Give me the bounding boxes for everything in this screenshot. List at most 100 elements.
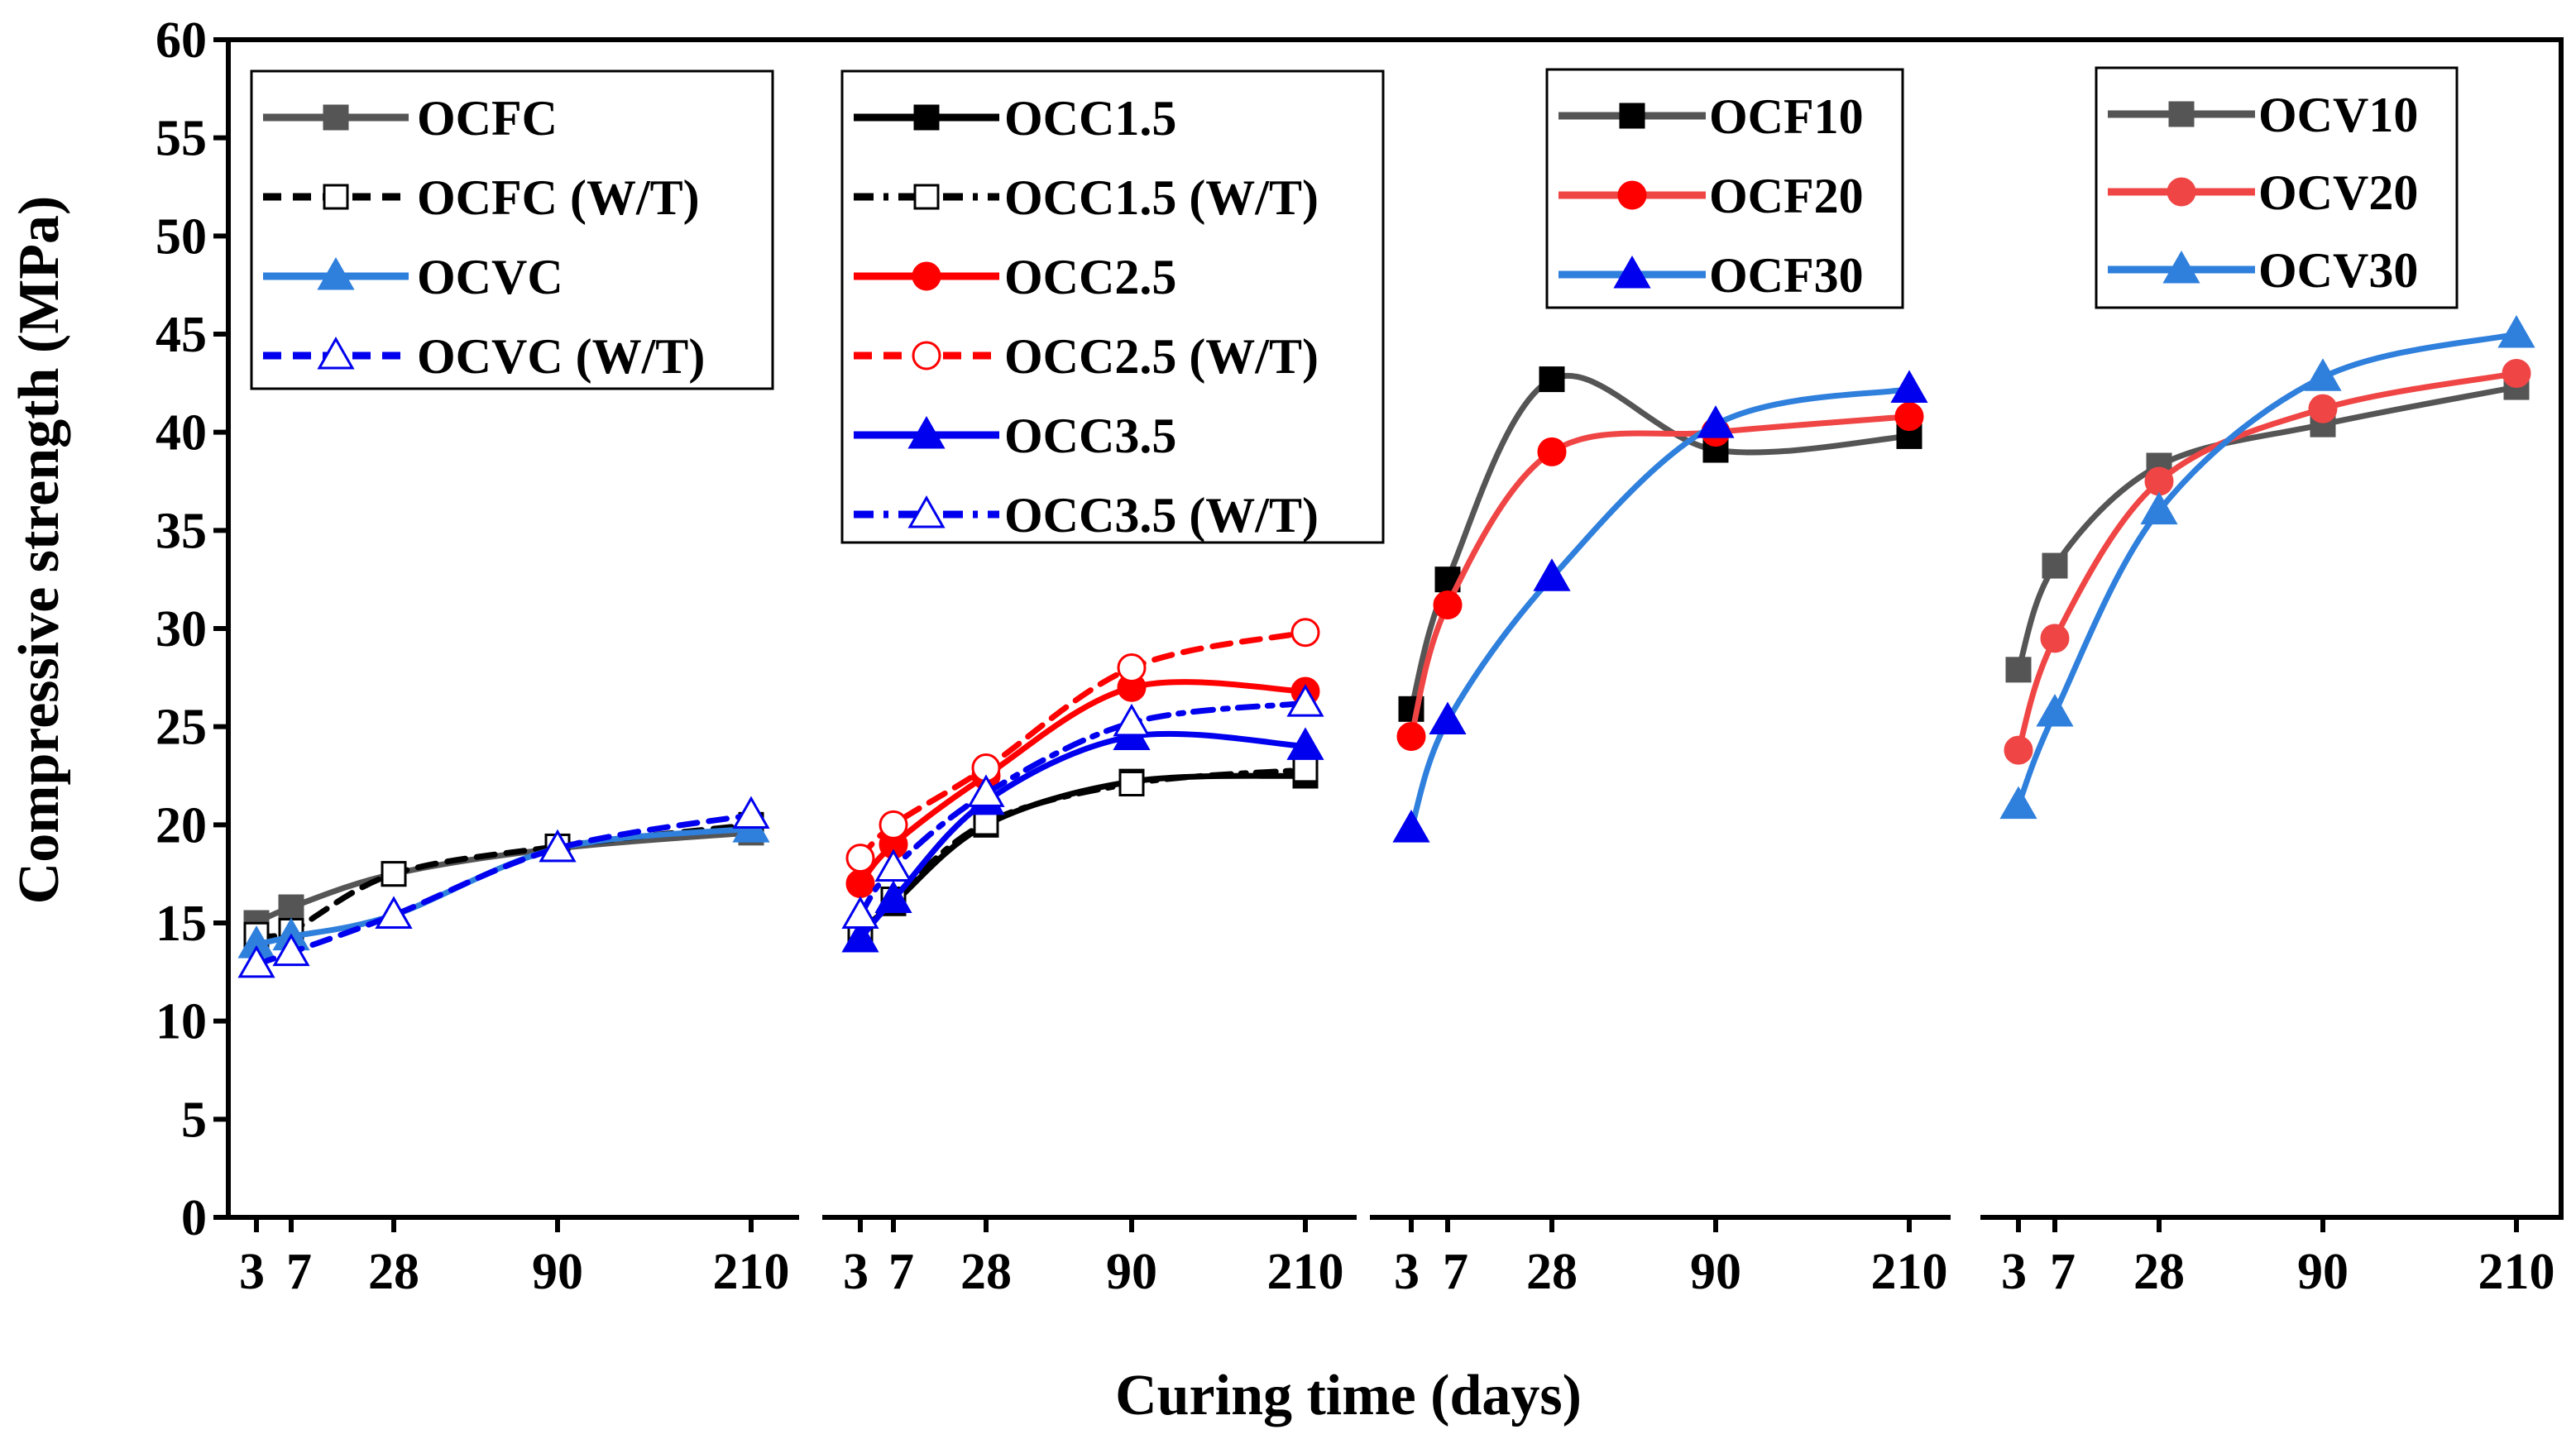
x-axis-ticks: 3 7 28 90 210 3 7 28 90 210 3 7 28 90 210 3 7 28 90 210 — [239, 1217, 2555, 1300]
series-ocv20 — [2004, 358, 2531, 765]
legend-label-ocf30: OCF30 — [1709, 248, 1864, 303]
y-tick-label: 20 — [156, 797, 207, 853]
series-ocf30 — [1392, 370, 1928, 843]
legend-panel-4: OCV10 OCV20 OCV30 — [2095, 66, 2459, 309]
data-point-occ2-5-w-t — [879, 810, 908, 839]
legend-marker-ocf10 — [1619, 103, 1645, 129]
x-tick-label: 28 — [1526, 1244, 1578, 1300]
series-line-ocv10 — [2015, 384, 2520, 673]
y-tick-label: 10 — [156, 994, 207, 1050]
data-point-occ2-5-w-t — [1290, 618, 1320, 648]
data-point-ocv20 — [2004, 735, 2033, 765]
legend-label-ocv30: OCV30 — [2258, 243, 2418, 298]
data-point-ocf20 — [1433, 590, 1463, 620]
y-tick-label: 0 — [181, 1190, 207, 1246]
x-tick-label: 7 — [286, 1244, 312, 1300]
panel-2 — [841, 618, 1324, 953]
y-tick-label: 55 — [156, 111, 207, 167]
data-point-ocv30 — [1999, 786, 2037, 820]
legend-marker-occ2-5 — [912, 261, 941, 291]
data-point-ocv10 — [2042, 552, 2068, 579]
legend-marker-ocf30 — [1613, 255, 1651, 289]
x-tick-label: 90 — [1690, 1244, 1741, 1300]
data-point-ocv20 — [2502, 358, 2531, 388]
series-ocv30 — [1999, 314, 2535, 820]
legend-label-ocvc-w-t: OCVC (W/T) — [417, 329, 705, 384]
data-point-ocf20 — [1894, 402, 1924, 432]
x-tick-label: 7 — [888, 1244, 914, 1300]
y-axis-title: Compressive strength (MPa) — [7, 196, 71, 905]
data-point-ocvc-w-t — [732, 796, 770, 829]
legend-panel-2: OCC1.5 OCC1.5 (W/T) OCC2.5 OCC2.5 (W/T) OCC3… — [840, 69, 1385, 544]
legend-marker-ocfc-w-t — [323, 184, 349, 210]
panel-3 — [1392, 366, 1928, 843]
legend-label-ocvc: OCVC — [417, 250, 563, 304]
axis-break — [799, 1212, 822, 1222]
data-point-occ3-5 — [841, 919, 879, 953]
series-layer — [237, 314, 2535, 978]
data-point-ocv10 — [2005, 657, 2032, 683]
legend-marker-occ1-5-w-t — [913, 184, 940, 210]
series-occ3-5-w-t — [841, 684, 1324, 930]
axis-break — [1357, 1212, 1370, 1222]
axis-break — [1951, 1212, 1980, 1222]
data-point-occ1-5-w-t — [1118, 770, 1145, 796]
x-tick-label: 28 — [2133, 1244, 2185, 1300]
data-point-ocf10 — [1539, 366, 1565, 393]
legend-marker-ocv30 — [2162, 250, 2200, 284]
legend-label-occ1-5-w-t: OCC1.5 (W/T) — [1004, 170, 1319, 225]
data-point-occ2-5-w-t — [845, 844, 875, 873]
data-point-ocv20 — [2308, 394, 2338, 423]
data-point-ocf30 — [1533, 558, 1571, 591]
legend-marker-ocf20 — [1617, 180, 1647, 210]
data-point-ocv30 — [2497, 314, 2535, 348]
y-tick-label: 35 — [156, 503, 207, 559]
legend-label-occ2-5-w-t: OCC2.5 (W/T) — [1004, 329, 1319, 384]
data-point-ocv30 — [2036, 694, 2074, 727]
data-point-occ3-5-w-t — [967, 774, 1005, 807]
x-tick-label: 90 — [2297, 1244, 2349, 1300]
x-tick-label: 3 — [239, 1244, 265, 1300]
data-point-ocf30 — [1429, 701, 1467, 735]
legend-label-ocv20: OCV20 — [2258, 165, 2418, 220]
data-point-occ1-5-w-t — [1292, 757, 1319, 783]
data-point-ocv20 — [2040, 624, 2070, 653]
data-point-occ3-5-w-t — [1113, 703, 1151, 737]
series-ocvc-w-t — [237, 796, 770, 978]
legend-label-occ1-5: OCC1.5 — [1004, 91, 1176, 146]
legend-box — [1545, 68, 1904, 309]
legend-marker-ocvc — [317, 256, 355, 290]
data-point-ocf30 — [1392, 810, 1430, 843]
legend-label-ocfc-w-t: OCFC (W/T) — [417, 170, 700, 225]
y-tick-label: 15 — [156, 896, 207, 952]
legend-marker-occ1-5 — [913, 104, 940, 131]
data-point-ocvc-w-t — [539, 829, 577, 863]
x-axis-title: Curing time (days) — [1115, 1364, 1582, 1427]
y-axis-ticks: 0 5 10 15 20 25 30 35 40 45 50 55 60 — [156, 12, 228, 1246]
data-point-ocv30 — [2304, 358, 2342, 391]
legend-label-occ3-5: OCC3.5 — [1004, 409, 1176, 463]
x-tick-label: 90 — [1106, 1244, 1157, 1300]
y-tick-label: 40 — [156, 405, 207, 461]
series-ocf20 — [1396, 402, 1924, 752]
legend-marker-occ3-5-w-t — [907, 495, 946, 528]
y-tick-label: 50 — [156, 208, 207, 265]
legend-marker-occ2-5-w-t — [912, 341, 941, 371]
data-point-ocfc — [278, 894, 304, 920]
legend-label-ocf20: OCF20 — [1709, 169, 1864, 223]
legend-label-ocf10: OCF10 — [1709, 89, 1864, 144]
panel-1 — [237, 796, 770, 978]
legend-layer: OCFC OCFC (W/T) OCVC OCVC (W/T) OCC1.5 OCC1.5… — [250, 66, 2459, 544]
x-tick-label: 3 — [843, 1244, 869, 1300]
data-point-ocf30 — [1697, 405, 1735, 438]
legend-marker-ocv10 — [2168, 101, 2195, 127]
data-point-ocvc-w-t — [237, 944, 275, 978]
x-tick-label: 28 — [368, 1244, 419, 1300]
data-point-ocvc-w-t — [272, 933, 310, 967]
legend-label-ocfc: OCFC — [417, 91, 558, 146]
data-point-ocv20 — [2144, 466, 2174, 496]
x-tick-label: 210 — [713, 1244, 790, 1300]
x-tick-label: 3 — [2001, 1244, 2027, 1300]
x-tick-label: 90 — [532, 1244, 583, 1300]
data-point-occ3-5-w-t — [841, 896, 879, 930]
